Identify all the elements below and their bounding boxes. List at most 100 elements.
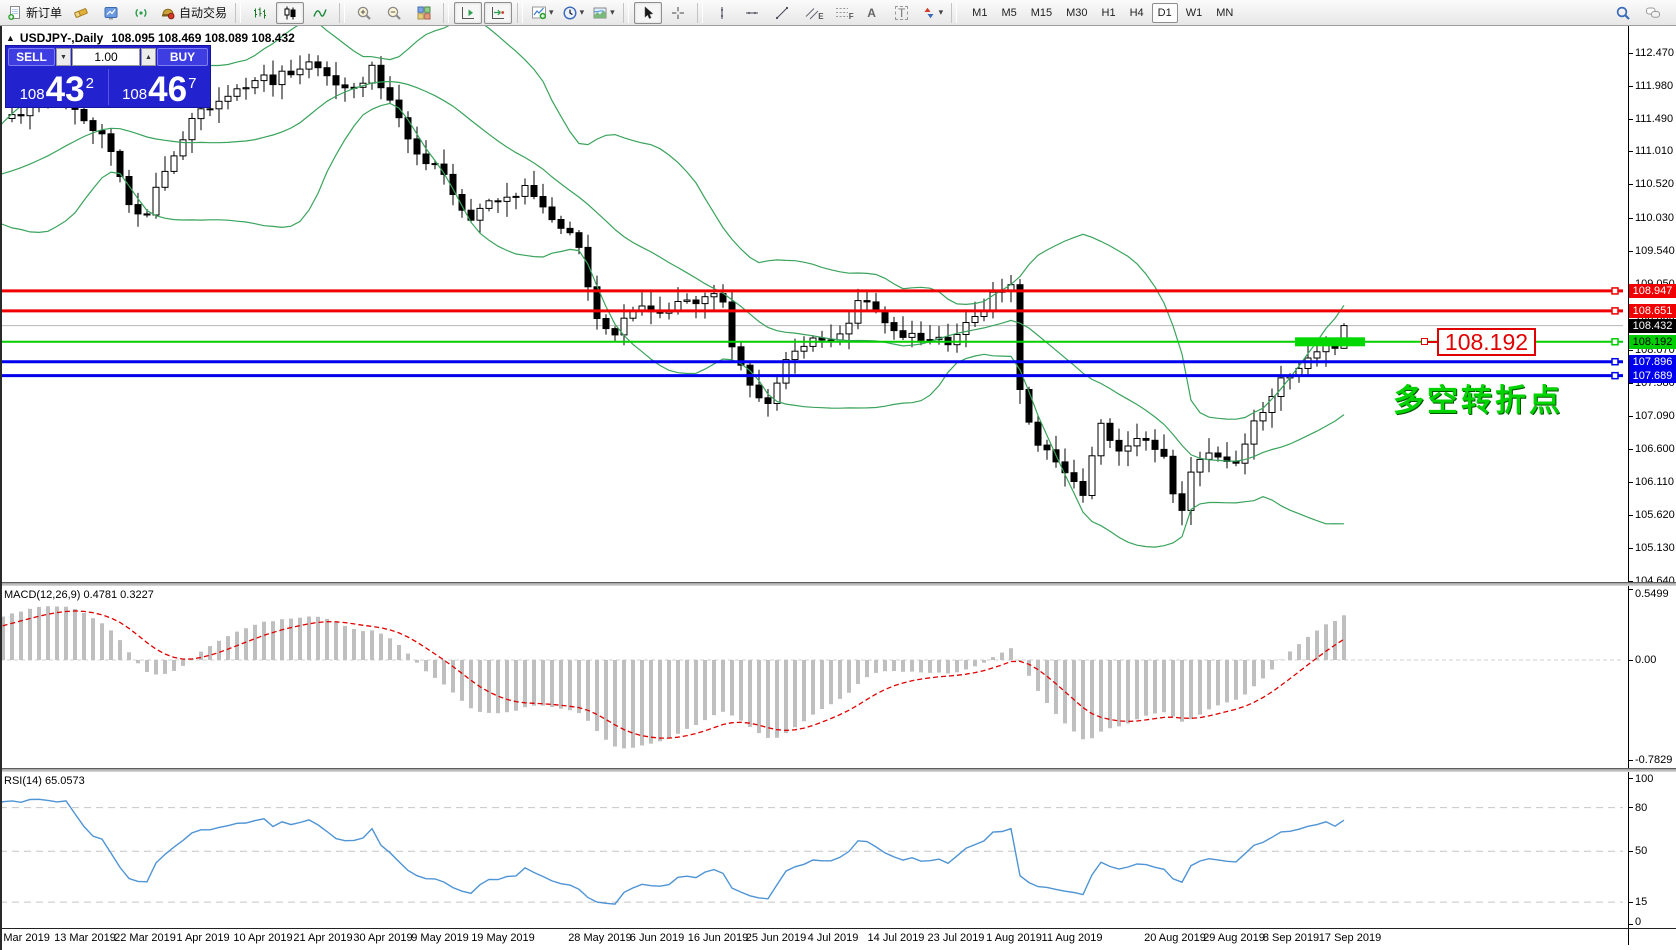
macd-tick (1628, 659, 1633, 661)
timeframe-MN[interactable]: MN (1216, 6, 1234, 19)
trendline-icon (774, 5, 790, 21)
price-chart (0, 26, 1623, 548)
search-button[interactable] (1609, 2, 1637, 24)
line-handle[interactable] (1611, 338, 1619, 346)
arrows-button[interactable]: ▾ (918, 2, 947, 24)
price-tick (1628, 415, 1633, 417)
toolbar-separator (339, 2, 346, 23)
timeframe-H1[interactable]: H1 (1101, 6, 1116, 19)
timeframe-M30[interactable]: M30 (1066, 6, 1088, 19)
price-tick (1628, 547, 1633, 549)
panel-divider[interactable] (0, 582, 1676, 586)
price-tick-label: 107.090 (1635, 409, 1675, 422)
line-handle[interactable] (1611, 371, 1619, 380)
template-icon (592, 5, 608, 21)
date-label: 1 Aug 2019 (986, 932, 1042, 944)
indicators-button[interactable]: ▾ (528, 2, 557, 24)
zoom-out-button[interactable] (380, 2, 408, 24)
zoom-in-icon (356, 5, 372, 21)
arrows-icon (921, 5, 937, 21)
price-tick-label: 111.980 (1635, 80, 1674, 93)
macd-tick-label: 0.5499 (1635, 588, 1669, 600)
buy-button[interactable]: BUY (157, 48, 208, 66)
vline-icon (714, 5, 730, 21)
panel-divider[interactable] (0, 768, 1676, 772)
price-axis-line (1628, 26, 1629, 945)
timeframe-D1[interactable]: D1 (1151, 2, 1178, 23)
chart-shift-icon (460, 5, 476, 21)
rsi-tick (1628, 850, 1633, 852)
bar-chart-button[interactable] (246, 2, 274, 24)
macd-signal-line (0, 610, 1345, 739)
trendline-button[interactable] (768, 2, 796, 24)
price-tick-label: 112.470 (1635, 47, 1674, 60)
volume-increase-button[interactable]: ▲ (141, 48, 156, 66)
buy-price[interactable]: 108 46 7 (122, 70, 197, 109)
text-label-button[interactable]: T (888, 2, 916, 24)
date-label: 29 Aug 2019 (1203, 932, 1265, 944)
sell-button[interactable]: SELL (8, 48, 55, 66)
candles-icon (282, 5, 298, 21)
rsi-line (0, 798, 1345, 905)
callout-connector (1427, 340, 1437, 343)
timeframe-M5[interactable]: M5 (1001, 6, 1017, 19)
periods-button[interactable]: ▾ (559, 2, 588, 24)
price-tick-label: 111.010 (1635, 145, 1674, 158)
tile-windows-button[interactable] (410, 2, 438, 24)
date-label: 19 May 2019 (471, 932, 535, 944)
price-tick (1628, 217, 1633, 219)
date-label: 28 May 2019 (568, 932, 632, 944)
templates-button[interactable]: ▾ (589, 2, 618, 24)
price-level-label: 108.947 (1629, 283, 1676, 298)
vertical-line-button[interactable] (708, 2, 736, 24)
cursor-button[interactable] (633, 1, 662, 24)
horizontal-line-button[interactable] (738, 2, 766, 24)
toolbar-right-group (1608, 2, 1668, 24)
sell-price[interactable]: 108 43 2 (19, 70, 94, 109)
date-label: 14 Jul 2019 (867, 932, 925, 944)
text-button[interactable]: A (858, 2, 886, 24)
chat-button[interactable] (1639, 2, 1667, 24)
zoom-in-button[interactable] (350, 2, 378, 24)
candlestick-chart-button[interactable] (276, 1, 305, 24)
autotrading-button[interactable]: 自动交易 (157, 2, 230, 24)
macd-tick (1628, 760, 1633, 762)
macd-tick (1628, 588, 1633, 590)
macd-histogram (1, 606, 1346, 749)
price-tick-label: 110.030 (1635, 211, 1674, 224)
crosshair-button[interactable] (664, 2, 692, 24)
timeframe-W1[interactable]: W1 (1185, 6, 1203, 19)
auto-scroll-button[interactable] (484, 1, 513, 24)
price-callout[interactable]: 108.192 (1437, 328, 1536, 356)
profiles-button[interactable] (97, 2, 125, 24)
chart-annotation[interactable]: 多空转折点 (1393, 383, 1563, 418)
new-order-button[interactable]: 新订单 (4, 2, 65, 24)
toolbar-separator (517, 2, 524, 23)
chart-shift-button[interactable] (454, 1, 483, 24)
highlight-segment[interactable] (1295, 337, 1365, 347)
signals-button[interactable] (127, 2, 155, 24)
toolbar: 新订单 自动交易 ▾ ▾ ▾ E F A T ▾ M1 M5 M15 M30 H1 H4 D1 W1 MN (0, 0, 1676, 26)
line-chart-button[interactable] (306, 2, 334, 24)
volume-input[interactable] (72, 48, 140, 66)
rsi-tick (1628, 923, 1633, 925)
date-label: 17 Sep 2019 (1318, 932, 1382, 944)
price-tick (1628, 151, 1633, 153)
price-tick (1628, 514, 1633, 516)
line-handle[interactable] (1611, 287, 1619, 295)
fibonacci-button[interactable]: F (828, 2, 856, 24)
date-label: 13 Mar 2019 (54, 932, 116, 944)
chart-window-button[interactable] (67, 2, 95, 24)
collapse-panel-icon[interactable]: ▲ (6, 33, 15, 43)
timeframe-M15[interactable]: M15 (1030, 6, 1053, 19)
rsi-tick-label: 80 (1635, 801, 1648, 814)
macd-label: MACD(12,26,9) 0.4781 0.3227 (4, 589, 154, 601)
line-handle[interactable] (1611, 357, 1619, 366)
equidistant-channel-button[interactable]: E (798, 2, 826, 24)
rsi-tick (1628, 901, 1633, 903)
volume-decrease-button[interactable]: ▼ (56, 48, 71, 66)
timeframe-H4[interactable]: H4 (1129, 6, 1144, 19)
timeframe-M1[interactable]: M1 (972, 6, 988, 19)
line-handle[interactable] (1611, 307, 1619, 315)
